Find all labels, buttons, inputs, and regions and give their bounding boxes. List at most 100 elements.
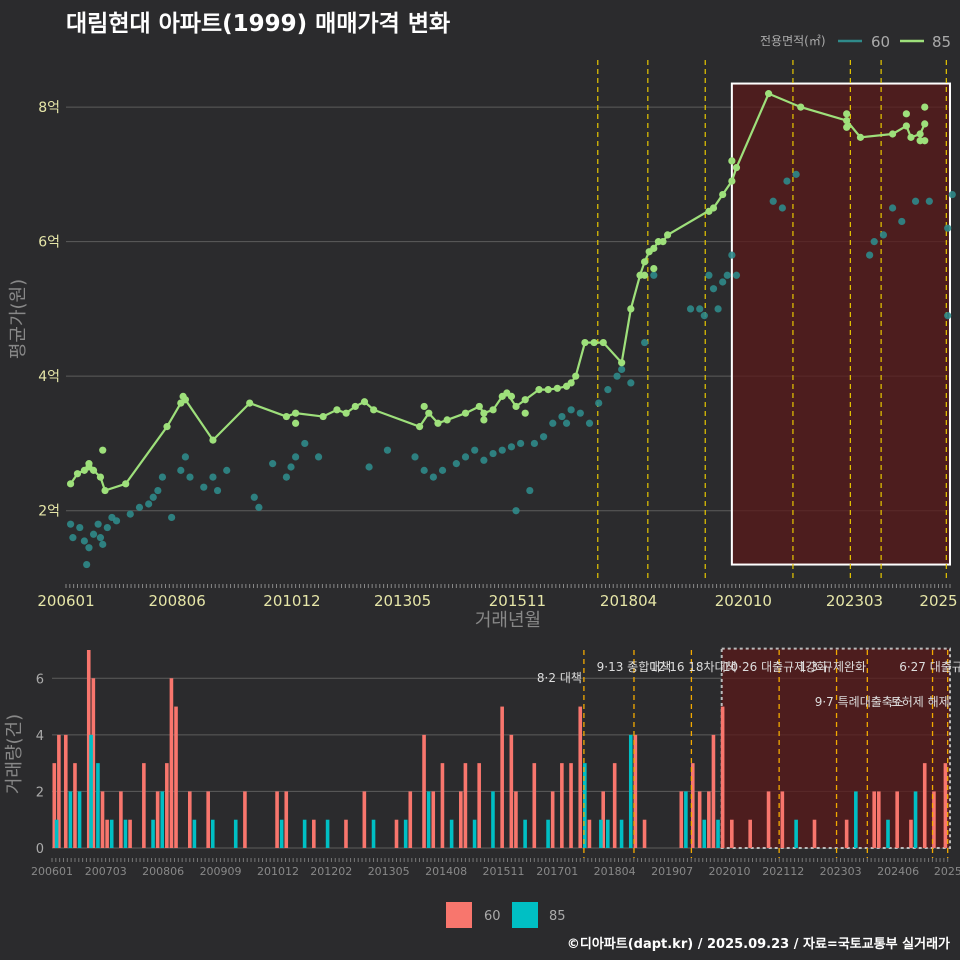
bar-60 [57,734,61,848]
point-85 [581,338,589,347]
point-85 [512,402,520,411]
point-85 [179,392,187,400]
bar-60 [422,734,426,848]
bar-85 [123,819,128,848]
point-85 [663,231,672,239]
point-60 [429,473,437,481]
bar-60 [766,791,771,848]
point-60 [99,540,107,548]
bar-85 [96,763,100,848]
point-85 [489,406,497,414]
point-60 [613,372,621,380]
point-60 [700,312,708,320]
y-tick-label: 4 [36,729,44,744]
x-tick-label: 201907 [651,865,693,878]
point-60 [411,453,419,461]
point-85 [544,386,552,394]
bar-60 [877,791,881,848]
bar-60 [463,763,468,848]
bar-60 [844,819,849,848]
bar-60 [394,819,399,848]
point-85 [719,190,727,199]
point-85 [122,480,130,488]
point-60 [696,305,704,313]
x-axis-label: 거래년월 [475,610,541,631]
point-85 [765,90,773,98]
point-60 [94,520,102,528]
bar-85 [491,791,495,848]
point-60 [925,197,933,205]
point-85 [916,130,924,138]
point-60 [562,419,571,427]
point-60 [489,449,497,458]
point-85 [85,460,93,468]
point-60 [778,204,786,212]
point-60 [471,446,479,454]
bar-85 [151,819,155,848]
bar-60 [514,791,518,848]
point-85 [163,423,171,431]
point-60 [154,486,162,495]
point-60 [85,544,93,552]
bar-60 [119,791,123,848]
point-60 [530,439,539,448]
x-tick-label: 201012 [257,865,299,878]
bar-85 [192,819,197,848]
bar-60 [578,706,583,848]
point-85 [650,264,658,273]
point-60 [438,466,447,474]
point-85 [705,207,713,215]
point-60 [498,446,506,454]
bar-60 [720,706,725,848]
highlight-box [730,82,951,566]
point-85 [89,466,98,474]
bar-60 [169,678,174,848]
x-tick-label: 201511 [489,592,546,610]
x-tick-label: 200909 [200,865,242,878]
point-60 [948,190,956,199]
x-tick-label: 202010 [715,592,772,610]
bar-60 [707,791,711,848]
x-tick-label: 201408 [425,865,467,878]
point-85 [521,409,529,417]
bar-60 [174,706,178,848]
bar-85 [523,819,527,848]
bar-60 [128,819,132,848]
point-85 [843,110,851,118]
point-60 [177,466,185,474]
point-85 [888,130,897,138]
bar-85 [233,819,238,848]
bar-60 [612,763,617,848]
point-60 [944,224,952,232]
y-tick-label: 2 [36,785,44,800]
point-85 [902,122,910,130]
point-60 [181,453,189,461]
bar-60 [105,819,109,848]
x-tick-label: 201804 [600,592,657,610]
point-60 [282,473,291,481]
y-tick-label: 6억 [38,235,60,251]
bar-85 [160,791,165,848]
point-85 [282,412,291,421]
point-85 [659,238,667,246]
point-85 [521,396,529,404]
legend-label-bar-85: 85 [549,909,566,924]
point-60 [539,433,548,441]
x-tick-label: 201305 [374,592,431,610]
x-tick-label: 202303 [820,865,862,878]
x-tick-label: 201305 [368,865,410,878]
point-60 [96,534,105,542]
x-tick-label: 200703 [85,865,127,878]
bar-60 [440,763,445,848]
y-tick-label: 0 [36,842,44,857]
bar-85 [89,734,93,848]
point-85 [292,419,300,427]
point-85 [618,359,626,367]
x-tick-label: 200806 [142,865,184,878]
x-tick-label: 200806 [148,592,205,610]
point-60 [888,204,897,212]
point-85 [246,399,254,407]
legend-label-bar-60: 60 [484,909,501,924]
bar-60 [165,763,169,848]
x-tick-label: 2025 [919,592,957,610]
